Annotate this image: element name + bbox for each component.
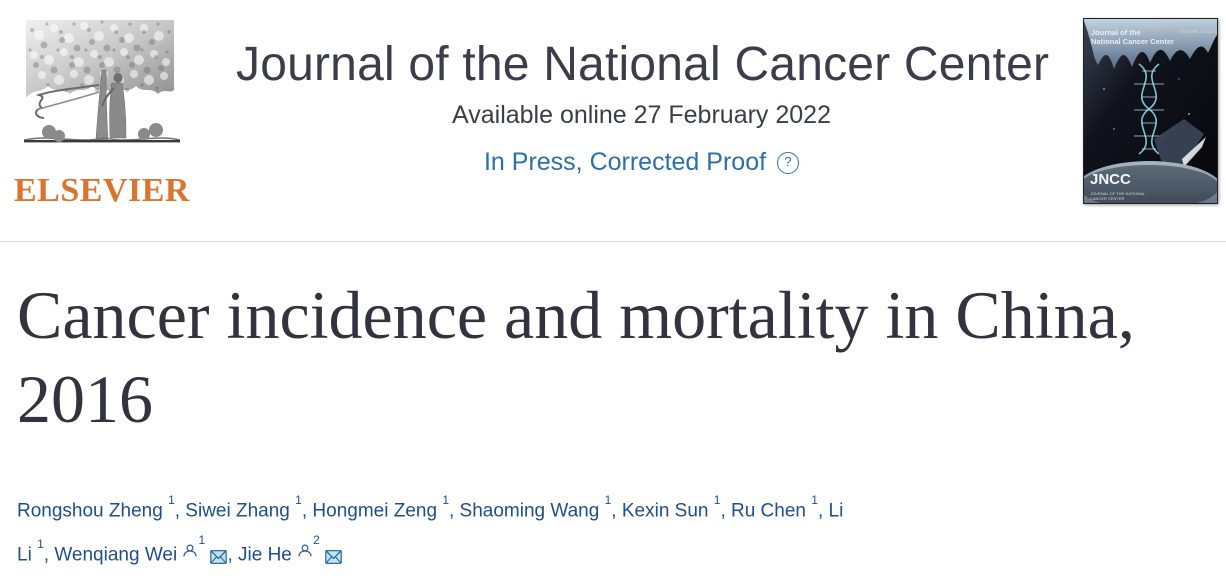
svg-text:VOLUME 1 ISSUE 1: VOLUME 1 ISSUE 1: [1179, 29, 1217, 34]
svg-text:Journal of the: Journal of the: [1091, 28, 1141, 37]
svg-text:JNCC: JNCC: [1090, 171, 1131, 188]
svg-text:CANCER CENTER: CANCER CENTER: [1090, 196, 1125, 201]
svg-text:National Cancer Center: National Cancer Center: [1091, 37, 1174, 46]
